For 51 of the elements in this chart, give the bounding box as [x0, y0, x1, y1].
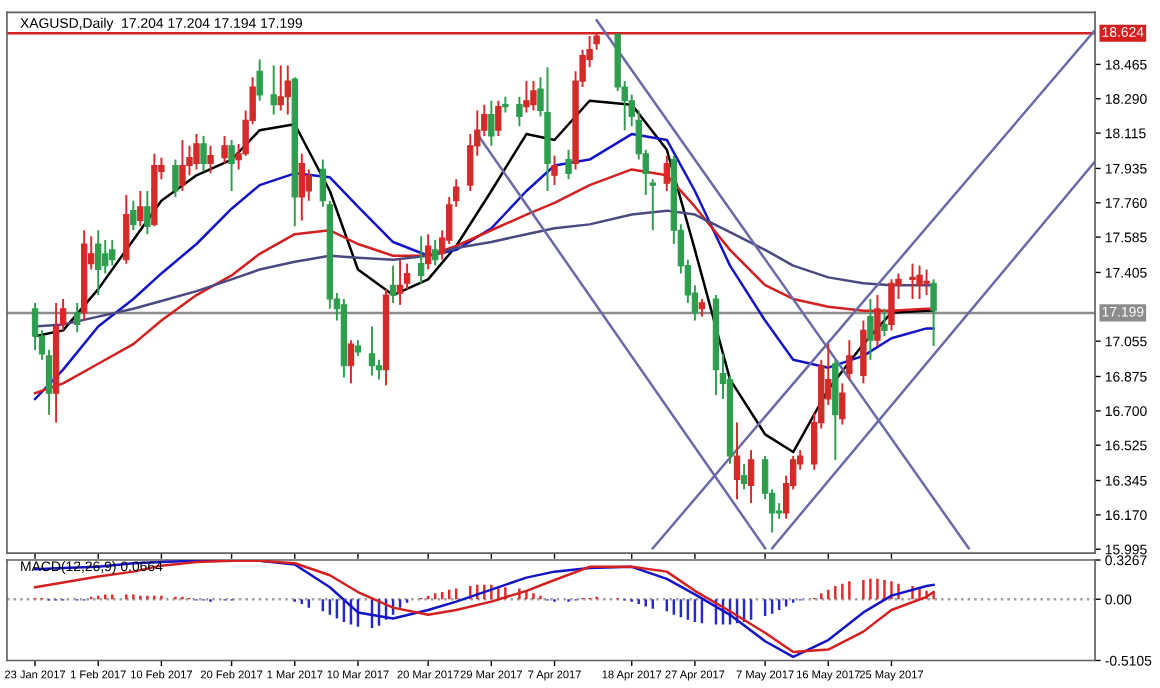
candlestick [277, 64, 284, 112]
candlestick [888, 278, 895, 332]
candlestick [73, 301, 81, 334]
candlestick [172, 158, 179, 198]
candlestick [846, 339, 853, 381]
candlestick [733, 421, 741, 501]
candlestick [284, 64, 291, 116]
candlestick [200, 135, 207, 173]
candlestick [179, 139, 186, 192]
candlestick [747, 449, 755, 505]
candlestick [488, 99, 495, 147]
candlestick [523, 80, 530, 114]
candlestick [909, 262, 916, 300]
candlestick [228, 139, 235, 192]
candlestick [431, 239, 439, 267]
candlestick [193, 133, 200, 171]
candlestick [874, 294, 881, 348]
candlestick [389, 264, 397, 304]
candlestick [396, 258, 404, 306]
candlestick [839, 382, 846, 426]
candlestick [930, 278, 937, 348]
candlestick [565, 148, 572, 181]
candlestick [347, 339, 355, 385]
candlestick [881, 307, 888, 338]
candlestick [740, 462, 748, 491]
candlestick [95, 229, 102, 297]
candlestick [860, 319, 867, 385]
candlestick [424, 233, 432, 271]
candlestick [923, 268, 930, 297]
candlestick [207, 144, 214, 175]
candlestick [305, 168, 313, 202]
candlestick [867, 297, 874, 361]
candlestick [551, 154, 558, 187]
candlestick [495, 99, 502, 138]
candlestick [123, 193, 130, 265]
candlestick [417, 235, 425, 285]
candlestick [270, 64, 277, 116]
candlestick [130, 199, 137, 232]
candlestick [109, 239, 116, 267]
candlestick [221, 135, 228, 165]
candlestick [368, 325, 376, 377]
line-series [33, 132, 935, 401]
candlestick [530, 80, 537, 112]
candlestick [916, 264, 923, 300]
candlestick [102, 239, 109, 275]
candlestick [137, 190, 144, 228]
candlestick [256, 58, 263, 102]
line-series [33, 99, 935, 454]
candlestick [298, 152, 305, 222]
candlestick [144, 190, 151, 236]
candlestick [516, 95, 523, 128]
